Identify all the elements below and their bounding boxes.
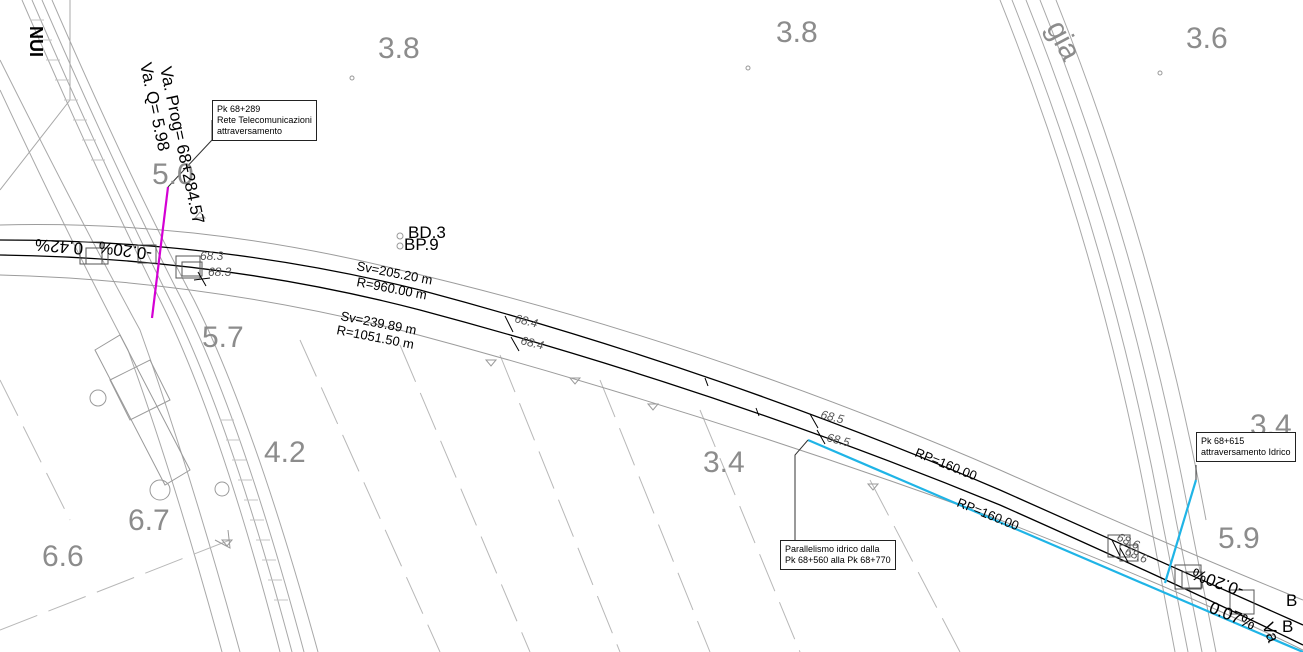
spot-height: 68.4 bbox=[513, 311, 539, 330]
callout-line: Pk 68+615 bbox=[1201, 436, 1245, 446]
junction-boxes bbox=[79, 241, 1255, 615]
elevation-label: 4.2 bbox=[264, 436, 306, 469]
telecom-crossing-line bbox=[150, 186, 170, 319]
spot-height: 68.4 bbox=[519, 333, 545, 352]
callout-line: attraversamento bbox=[217, 126, 283, 136]
callout-line: Rete Telecomunicazioni bbox=[217, 115, 312, 125]
field-lines bbox=[0, 339, 961, 652]
elevation-label: 5.0 bbox=[152, 158, 194, 191]
elevation-label: 3.8 bbox=[378, 32, 420, 65]
spot-height: 68.5 bbox=[819, 407, 845, 426]
elevation-label: 3.4 bbox=[703, 446, 745, 479]
spot-height: 68.3 bbox=[200, 249, 224, 263]
elevation-label: 3.8 bbox=[776, 16, 818, 49]
spot-height: 68.5 bbox=[825, 430, 851, 449]
elevation-labels: 3.8 3.8 3.6 5.0 5.7 4.2 6.7 6.6 3.4 3.4 … bbox=[42, 16, 1292, 573]
slope-label: 0.07% bbox=[1207, 598, 1259, 634]
edge-label: B bbox=[1286, 591, 1297, 610]
elevation-label: 3.6 bbox=[1186, 22, 1228, 55]
edge-label: B bbox=[1282, 617, 1293, 636]
callout-water-crossing: Pk 68+615 attraversamento Idrico bbox=[1196, 432, 1296, 462]
elevation-label: 5.9 bbox=[1218, 522, 1260, 555]
road-centerlines bbox=[0, 239, 1303, 646]
station-ticks bbox=[193, 271, 1129, 563]
place-name-fragment: gia bbox=[1039, 15, 1087, 66]
callout-telecom-crossing: Pk 68+289 Rete Telecomunicazioni attrave… bbox=[212, 100, 317, 141]
callout-line: Pk 68+560 alla Pk 68+770 bbox=[785, 555, 891, 565]
elevation-dots bbox=[349, 65, 1163, 250]
buildings bbox=[89, 334, 231, 549]
road-edges bbox=[0, 224, 1303, 651]
right-road-kerbs bbox=[999, 0, 1217, 652]
callout-water-parallel: Parallelismo idrico dalla Pk 68+560 alla… bbox=[780, 540, 896, 570]
water-parallel-leader bbox=[794, 439, 809, 540]
edge-text-fragment: NUI bbox=[26, 26, 46, 57]
rp-label: RP=160.00 bbox=[913, 445, 979, 483]
water-parallel-line bbox=[807, 438, 1303, 652]
spot-height: 68.6 bbox=[1123, 544, 1150, 566]
benchmark-bp: BP.9 bbox=[404, 235, 439, 254]
callout-line: Parallelismo idrico dalla bbox=[785, 544, 880, 554]
spot-height: 68.3 bbox=[208, 265, 232, 279]
callout-line: attraversamento Idrico bbox=[1201, 447, 1291, 457]
left-kerb-hatch bbox=[30, 19, 288, 601]
slope-label: 0.42% bbox=[34, 235, 84, 258]
elevation-label: 6.6 bbox=[42, 540, 84, 573]
benchmark-bd: BD.3 bbox=[408, 223, 446, 242]
water-crossing-line bbox=[1163, 479, 1198, 584]
callout-line: Pk 68+289 bbox=[217, 104, 261, 114]
elevation-label: 5.7 bbox=[202, 321, 244, 354]
edge-markers bbox=[193, 211, 880, 547]
elevation-label: 6.7 bbox=[128, 504, 170, 537]
